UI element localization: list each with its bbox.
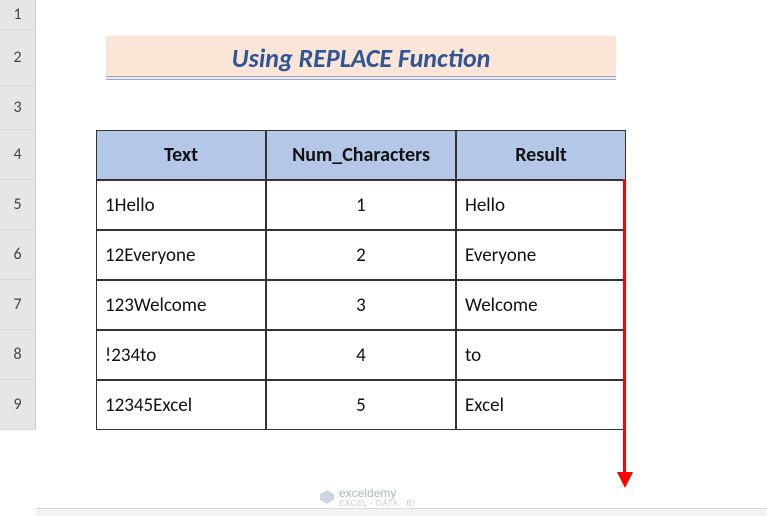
page-title: Using REPLACE Function: [106, 36, 616, 80]
row-number: 2: [13, 48, 21, 67]
row-number: 8: [13, 345, 21, 364]
cell-result[interactable]: Everyone: [456, 230, 626, 280]
annotation-arrow-head-icon: [617, 472, 633, 488]
watermark-tagline: EXCEL · DATA · BI: [339, 500, 415, 508]
row-number: 1: [13, 5, 21, 24]
cell-result[interactable]: Welcome: [456, 280, 626, 330]
row-number: 9: [13, 395, 21, 414]
cell-text[interactable]: 1Hello: [96, 180, 266, 230]
row-number: 7: [13, 295, 21, 314]
cell-num[interactable]: 2: [266, 230, 456, 280]
cell-value: 3: [356, 294, 366, 317]
cell-num[interactable]: 4: [266, 330, 456, 380]
cell-value: 5: [356, 394, 366, 417]
cell-value: Excel: [465, 394, 504, 417]
row-header[interactable]: 2: [0, 30, 36, 86]
cell-value: 4: [356, 344, 366, 367]
cell-value: Welcome: [465, 294, 538, 317]
row-number: 3: [13, 98, 21, 117]
row-header[interactable]: 7: [0, 280, 36, 330]
cell-text[interactable]: !234to: [96, 330, 266, 380]
column-header-result[interactable]: Result: [456, 130, 626, 180]
cell-value: Everyone: [465, 244, 536, 267]
cell-result[interactable]: Excel: [456, 380, 626, 430]
title-cell[interactable]: Using REPLACE Function: [96, 30, 626, 86]
watermark-brand: exceldemy: [339, 486, 396, 500]
cell-value: 12345Excel: [105, 394, 192, 417]
exceldemy-logo-icon: [320, 490, 334, 504]
cell-value: to: [465, 344, 481, 367]
column-header-text[interactable]: Text: [96, 130, 266, 180]
cell-text[interactable]: 123Welcome: [96, 280, 266, 330]
cell-value: Hello: [465, 194, 505, 217]
cell-num[interactable]: 1: [266, 180, 456, 230]
row-header[interactable]: 3: [0, 86, 36, 130]
row-number: 6: [13, 245, 21, 264]
sheet-bottom-edge: [36, 508, 767, 516]
column-header-num[interactable]: Num_Characters: [266, 130, 456, 180]
cell-num[interactable]: 3: [266, 280, 456, 330]
annotation-arrow-line: [623, 179, 626, 475]
cell-value: !234to: [105, 344, 156, 367]
cell-value: 123Welcome: [105, 294, 206, 317]
header-label: Result: [515, 143, 567, 167]
header-label: Text: [164, 143, 198, 167]
row-header[interactable]: 6: [0, 230, 36, 280]
row-header[interactable]: 1: [0, 0, 36, 30]
row-header[interactable]: 9: [0, 380, 36, 430]
cell-value: 12Everyone: [105, 244, 196, 267]
spreadsheet-grid: 1 2 3 4 5 6 7 8 9 Using REPLACE Function…: [0, 0, 767, 430]
row-header[interactable]: 5: [0, 180, 36, 230]
cell-text[interactable]: 12Everyone: [96, 230, 266, 280]
watermark-text: exceldemy EXCEL · DATA · BI: [339, 486, 415, 508]
cell-num[interactable]: 5: [266, 380, 456, 430]
row-number: 4: [13, 145, 21, 164]
row-header[interactable]: 8: [0, 330, 36, 380]
cell-result[interactable]: to: [456, 330, 626, 380]
cell-text[interactable]: 12345Excel: [96, 380, 266, 430]
row-header[interactable]: 4: [0, 130, 36, 180]
cell-result[interactable]: Hello: [456, 180, 626, 230]
watermark: exceldemy EXCEL · DATA · BI: [320, 486, 415, 508]
header-label: Num_Characters: [292, 143, 430, 167]
cell-value: 1Hello: [105, 194, 155, 217]
cell-value: 1: [356, 194, 366, 217]
row-number: 5: [13, 195, 21, 214]
cell-value: 2: [356, 244, 366, 267]
